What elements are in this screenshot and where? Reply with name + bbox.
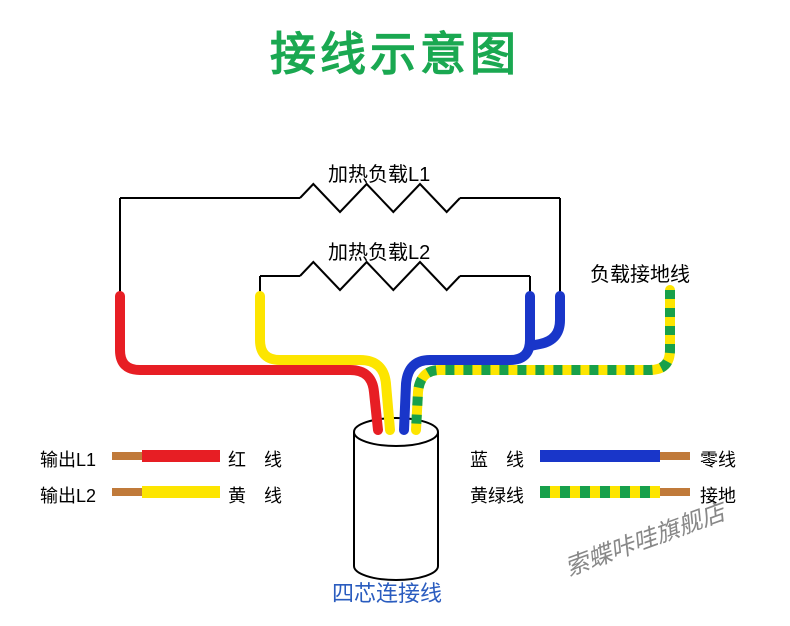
label-cable: 四芯连接线 — [332, 576, 442, 608]
label-ground: 接地 — [700, 482, 736, 508]
label-out_l1: 输出L1 — [40, 446, 96, 472]
label-yg_wire: 黄绿线 — [470, 482, 524, 508]
label-out_l2: 输出L2 — [40, 482, 96, 508]
label-ground_load: 负载接地线 — [590, 258, 690, 287]
label-neutral: 零线 — [700, 446, 736, 472]
label-red_wire: 红 线 — [228, 446, 282, 472]
label-load_l2: 加热负载L2 — [328, 236, 430, 265]
label-load_l1: 加热负载L1 — [328, 158, 430, 187]
label-yellow_wire: 黄 线 — [228, 482, 282, 508]
label-blue_wire: 蓝 线 — [470, 446, 524, 472]
